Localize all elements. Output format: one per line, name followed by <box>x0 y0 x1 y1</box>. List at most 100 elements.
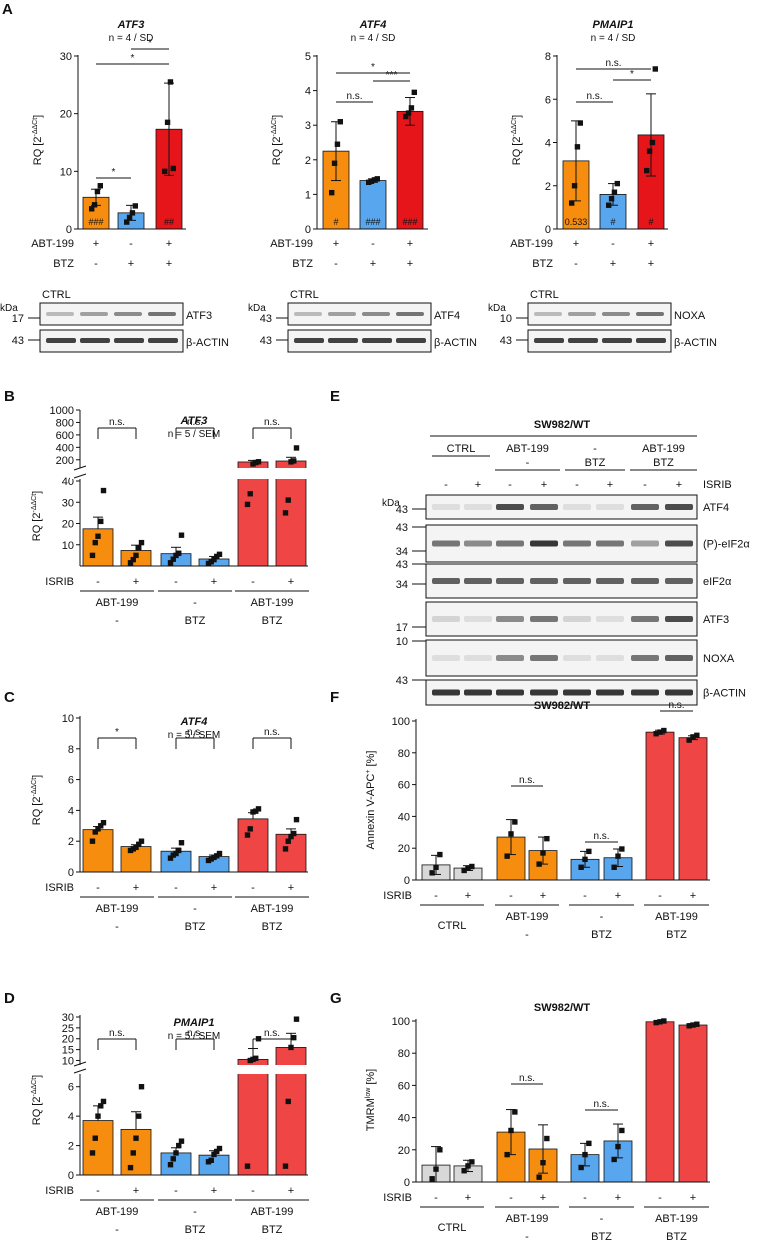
y-tick-label: 2 <box>68 1141 74 1153</box>
group-label-top: - <box>600 1213 604 1225</box>
data-point <box>253 808 259 814</box>
blot-ctrl-label: CTRL <box>290 289 319 301</box>
bar-annotation: ### <box>402 217 417 227</box>
blot-actin-frame <box>287 329 432 353</box>
significance-label: n.s. <box>187 727 203 738</box>
isrib-sign: + <box>540 890 546 902</box>
isrib-sign: - <box>509 890 513 902</box>
blot-row-label: eIF2α <box>703 576 732 588</box>
condition-sign: + <box>648 238 654 250</box>
data-point <box>247 826 253 832</box>
y-tick-label: 2 <box>545 181 551 193</box>
y-tick-label: 25 <box>62 1023 74 1035</box>
group-label-bottom: - <box>115 615 119 627</box>
data-point <box>371 177 378 183</box>
data-point <box>291 458 297 464</box>
blot-band <box>563 689 591 696</box>
blot-band <box>563 504 591 510</box>
isrib-sign: - <box>583 890 587 902</box>
blot-group-bottom: BTZ <box>653 457 674 469</box>
blot-title: SW982/WT <box>534 419 591 431</box>
data-point <box>536 1174 542 1180</box>
data-point <box>504 853 510 859</box>
data-point <box>577 120 583 126</box>
y-axis-label: RQ [2-ΔΔCt] <box>31 1075 43 1125</box>
blot-row-label: ATF3 <box>703 614 729 626</box>
group-label-bottom: BTZ <box>591 929 612 941</box>
blot-isrib-sign: + <box>607 479 613 491</box>
data-point <box>540 850 546 856</box>
data-point <box>606 202 612 208</box>
blot-group-top: - <box>593 443 597 455</box>
isrib-sign: + <box>288 882 294 894</box>
data-point <box>130 1150 136 1156</box>
data-point <box>250 809 256 815</box>
blot-band <box>596 689 624 696</box>
isrib-label: ISRIB <box>45 576 74 588</box>
bar-annotation: ## <box>164 217 174 227</box>
axis-break-mark <box>73 473 87 479</box>
data-point <box>136 841 142 847</box>
significance-label: n.s. <box>519 1073 535 1084</box>
isrib-sign: + <box>288 576 294 588</box>
chart-subtitle: n = 4 / SD <box>351 33 396 44</box>
group-label-top: ABT-199 <box>655 1213 698 1225</box>
blot-band <box>396 312 424 316</box>
blot-band <box>530 616 558 622</box>
y-tick-label: 0 <box>545 224 551 236</box>
chart-subtitle: n = 4 / SD <box>109 33 154 44</box>
blot-row-label: β-ACTIN <box>703 688 746 700</box>
y-tick-label: 2 <box>305 155 311 167</box>
blot-band <box>496 540 524 547</box>
data-point <box>255 459 262 465</box>
y-tick-label: 15 <box>62 1045 74 1057</box>
data-point <box>508 831 514 837</box>
group-label-bottom: - <box>115 921 119 933</box>
condition-sign: + <box>648 258 654 270</box>
data-point <box>133 1135 139 1141</box>
data-point <box>540 1159 546 1166</box>
blot-isrib-sign: - <box>575 479 579 491</box>
blot-band <box>114 338 144 343</box>
data-point <box>133 844 139 851</box>
y-tick-label: 6 <box>545 94 551 106</box>
chart-subtitle: n = 5 / SEM <box>168 1031 221 1042</box>
isrib-sign: + <box>211 1185 217 1197</box>
data-point <box>211 556 217 563</box>
y-tick-label: 400 <box>56 442 74 454</box>
data-point <box>615 1143 621 1150</box>
bar <box>645 1021 675 1183</box>
significance-label: * <box>371 62 375 73</box>
blot-band <box>46 312 74 316</box>
data-point <box>250 461 256 467</box>
panel-letter: F <box>330 689 339 706</box>
data-point <box>95 1113 101 1119</box>
group-label-top: ABT-199 <box>251 1206 294 1218</box>
significance-label: n.s. <box>519 775 535 786</box>
y-tick-label: 800 <box>56 417 74 429</box>
y-tick-label: 10 <box>62 1055 74 1067</box>
data-point <box>138 539 145 546</box>
blot-band <box>496 578 524 584</box>
y-tick-label: 0 <box>305 224 311 236</box>
data-point <box>244 501 251 508</box>
blot-band <box>665 655 693 661</box>
blot-ctrl-label: CTRL <box>42 289 71 301</box>
data-point <box>661 727 667 734</box>
group-label-bottom: - <box>525 929 529 941</box>
y-tick-label: 8 <box>545 51 551 63</box>
condition-label: ABT-199 <box>510 238 553 250</box>
data-point <box>92 539 98 546</box>
blot-mw-marker: 43 <box>396 559 408 571</box>
blot-band <box>665 689 693 696</box>
blot-band <box>432 504 460 510</box>
blot-band <box>80 338 110 343</box>
data-point <box>205 560 212 567</box>
data-point <box>127 847 134 854</box>
condition-sign: + <box>333 238 339 250</box>
y-tick-label: 30 <box>60 51 72 63</box>
isrib-sign: + <box>133 882 139 894</box>
significance-label: * <box>112 167 116 178</box>
blot-group-top: CTRL <box>447 443 476 455</box>
